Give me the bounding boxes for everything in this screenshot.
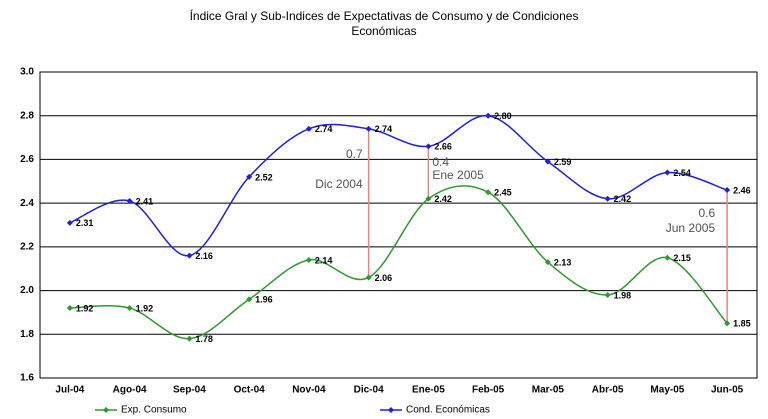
y-tick-label: 2.0 — [20, 285, 34, 296]
data-label: 1.85 — [733, 319, 751, 329]
data-label: 2.66 — [434, 142, 452, 152]
point — [246, 173, 253, 180]
point — [126, 305, 133, 312]
x-tick-label: Feb-05 — [472, 385, 505, 396]
data-label: 1.98 — [614, 290, 632, 300]
legend-label: Exp. Consumo — [121, 405, 187, 416]
data-label: 1.96 — [255, 295, 273, 305]
point — [305, 125, 312, 132]
chart-title: Índice Gral y Sub-Indices de Expectativa… — [190, 8, 579, 23]
x-tick-label: Sep-04 — [173, 385, 206, 396]
data-label: 2.54 — [673, 168, 691, 178]
data-label: 2.42 — [434, 194, 452, 204]
data-label: 2.52 — [255, 172, 273, 182]
annotation-label: Dic 2004 — [315, 177, 363, 191]
point — [186, 335, 193, 342]
data-label: 2.46 — [733, 185, 751, 195]
y-tick-label: 1.8 — [20, 329, 34, 340]
data-label: 1.78 — [195, 334, 213, 344]
data-label: 2.74 — [315, 124, 333, 134]
point — [724, 187, 731, 194]
point — [365, 125, 372, 132]
point — [246, 296, 253, 303]
point — [485, 112, 492, 119]
point — [66, 219, 73, 226]
data-label: 2.16 — [195, 251, 213, 261]
annotation-label: Jun 2005 — [666, 221, 716, 235]
point — [305, 256, 312, 263]
point — [544, 158, 551, 165]
point — [425, 143, 432, 150]
data-label: 2.80 — [494, 111, 512, 121]
x-tick-label: Nov-04 — [292, 385, 326, 396]
x-tick-label: Ene-05 — [412, 385, 445, 396]
annotation-value: 0.6 — [698, 206, 715, 220]
legend-marker — [103, 407, 109, 413]
x-tick-label: Oct-04 — [234, 385, 266, 396]
y-tick-label: 2.6 — [20, 154, 34, 165]
point — [66, 305, 73, 312]
plot-frame — [39, 71, 758, 379]
data-label: 2.06 — [375, 273, 393, 283]
legend-label: Cond. Económicas — [406, 405, 490, 416]
x-tick-label: Jul-04 — [55, 385, 84, 396]
point — [485, 189, 492, 196]
chart-subtitle: Económicas — [351, 24, 416, 38]
x-tick-label: May-05 — [650, 385, 684, 396]
x-tick-label: Jun-05 — [711, 385, 744, 396]
point — [186, 252, 193, 259]
data-label: 2.41 — [136, 196, 154, 206]
x-tick-label: Dic-04 — [354, 385, 384, 396]
series-line — [69, 114, 728, 257]
point — [664, 254, 671, 261]
point — [604, 291, 611, 298]
x-tick-label: Ago-04 — [113, 385, 147, 396]
data-label: 2.14 — [315, 255, 333, 265]
data-label: 1.92 — [76, 303, 94, 313]
data-label: 2.31 — [76, 218, 94, 228]
point — [126, 197, 133, 204]
data-label: 2.42 — [614, 194, 632, 204]
y-tick-label: 2.4 — [20, 198, 34, 209]
y-tick-label: 3.0 — [20, 67, 34, 78]
y-tick-label: 2.2 — [20, 241, 34, 252]
series-line — [69, 185, 728, 340]
data-label: 2.74 — [375, 124, 393, 134]
data-label: 2.13 — [554, 258, 572, 268]
data-label: 2.45 — [494, 188, 512, 198]
y-tick-label: 1.6 — [20, 373, 34, 384]
annotation-value: 0.4 — [432, 155, 449, 169]
x-tick-label: Mar-05 — [532, 385, 565, 396]
data-label: 2.15 — [673, 253, 691, 263]
annotation-value: 0.7 — [346, 147, 363, 161]
annotation-label: Ene 2005 — [432, 168, 484, 182]
point — [425, 195, 432, 202]
point — [724, 320, 731, 327]
y-tick-label: 2.8 — [20, 110, 34, 121]
x-tick-label: Abr-05 — [592, 385, 624, 396]
data-label: 2.59 — [554, 157, 572, 167]
legend-marker — [388, 407, 394, 413]
point — [365, 274, 372, 281]
point — [604, 195, 611, 202]
point — [544, 259, 551, 266]
point — [664, 169, 671, 176]
data-label: 1.92 — [136, 303, 154, 313]
